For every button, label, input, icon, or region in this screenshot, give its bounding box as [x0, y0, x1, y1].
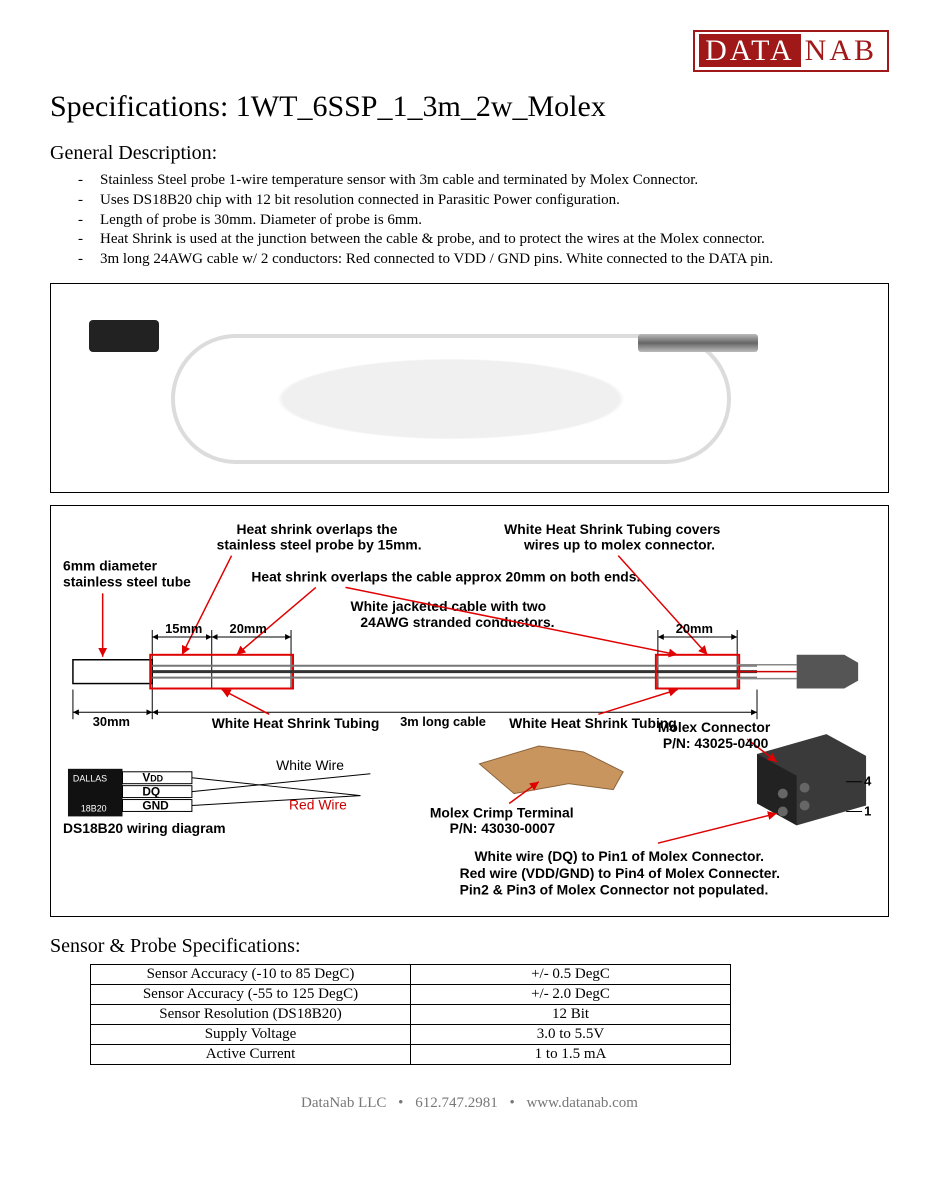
- molex-plug-graphic: [89, 320, 159, 352]
- table-row: Sensor Resolution (DS18B20)12 Bit: [91, 1005, 731, 1025]
- callout-hs-probe: Heat shrink overlaps the stainless steel…: [217, 521, 422, 553]
- product-photo: [50, 283, 889, 493]
- pin-note-2: Red wire (VDD/GND) to Pin4 of Molex Conn…: [460, 865, 780, 881]
- spec-value: +/- 2.0 DegC: [411, 985, 731, 1005]
- pin-note-1: White wire (DQ) to Pin1 of Molex Connect…: [474, 848, 764, 864]
- desc-item: Length of probe is 30mm. Diameter of pro…: [100, 211, 889, 230]
- spec-value: +/- 0.5 DegC: [411, 965, 731, 985]
- spec-name: Sensor Accuracy (-10 to 85 DegC): [91, 965, 411, 985]
- spec-name: Active Current: [91, 1045, 411, 1065]
- crimp-pn: P/N: 43030-0007: [450, 820, 556, 836]
- dim-15: 15mm: [165, 621, 202, 636]
- wiring-diagram: Heat shrink overlaps the stainless steel…: [50, 505, 889, 918]
- desc-item: Uses DS18B20 chip with 12 bit resolution…: [100, 191, 889, 210]
- spec-heading: Sensor & Probe Specifications:: [50, 935, 889, 958]
- spec-value: 12 Bit: [411, 1005, 731, 1025]
- probe-rect: [73, 660, 152, 684]
- pin1-label: 1: [864, 803, 871, 818]
- table-row: Active Current1 to 1.5 mA: [91, 1045, 731, 1065]
- table-row: Sensor Accuracy (-55 to 125 DegC)+/- 2.0…: [91, 985, 731, 1005]
- callout-hs-cable: Heat shrink overlaps the cable approx 20…: [251, 568, 640, 584]
- chip-brand: DALLAS: [73, 773, 107, 783]
- dim-20r: 20mm: [676, 621, 713, 636]
- part-number: 1WT_6SSP_1_3m_2w_Molex: [236, 90, 606, 123]
- cable-length: 3m long cable: [400, 714, 486, 729]
- spec-name: Sensor Resolution (DS18B20): [91, 1005, 411, 1025]
- header-logo-row: DATANAB: [50, 30, 889, 72]
- crimp-terminal-graphic: [479, 746, 623, 794]
- callout-probe-dia: 6mm diameter stainless steel tube: [63, 557, 191, 589]
- diagram-svg: Heat shrink overlaps the stainless steel…: [63, 516, 876, 903]
- page-footer: DataNab LLC • 612.747.2981 • www.datanab…: [50, 1095, 889, 1112]
- footer-sep: •: [509, 1095, 514, 1111]
- chip-part: 18B20: [81, 803, 107, 813]
- footer-company: DataNab LLC: [301, 1095, 386, 1111]
- white-wire-label: White Wire: [276, 757, 344, 773]
- conn-pn: P/N: 43025-0400: [663, 735, 769, 751]
- pin-vdd: VDD: [142, 770, 163, 784]
- spec-name: Supply Voltage: [91, 1025, 411, 1045]
- logo-left: DATA: [699, 34, 801, 67]
- table-row: Sensor Accuracy (-10 to 85 DegC)+/- 0.5 …: [91, 965, 731, 985]
- desc-item: Stainless Steel probe 1-wire temperature…: [100, 171, 889, 190]
- spec-value: 1 to 1.5 mA: [411, 1045, 731, 1065]
- general-description-heading: General Description:: [50, 142, 889, 165]
- connector-side: [797, 655, 858, 689]
- spec-table: Sensor Accuracy (-10 to 85 DegC)+/- 0.5 …: [90, 964, 731, 1065]
- callout-connector-hs: White Heat Shrink Tubing covers wires up…: [504, 521, 724, 553]
- footer-sep: •: [398, 1095, 403, 1111]
- spec-name: Sensor Accuracy (-55 to 125 DegC): [91, 985, 411, 1005]
- hs-label-right: White Heat Shrink Tubing: [509, 715, 677, 731]
- brand-logo: DATANAB: [693, 30, 889, 72]
- general-description-list: Stainless Steel probe 1-wire temperature…: [50, 171, 889, 269]
- hs-label-left: White Heat Shrink Tubing: [212, 715, 380, 731]
- callout-cable-desc: White jacketed cable with two 24AWG stra…: [351, 598, 555, 630]
- red-wire-label: Red Wire: [289, 796, 347, 812]
- cable-coil-graphic: [171, 334, 731, 464]
- table-row: Supply Voltage3.0 to 5.5V: [91, 1025, 731, 1045]
- probe-graphic: [638, 334, 758, 352]
- page-title: Specifications: 1WT_6SSP_1_3m_2w_Molex: [50, 90, 889, 124]
- pin-note-3: Pin2 & Pin3 of Molex Connector not popul…: [460, 881, 769, 897]
- desc-item: Heat Shrink is used at the junction betw…: [100, 230, 889, 249]
- logo-right: NAB: [801, 34, 877, 67]
- footer-site: www.datanab.com: [526, 1095, 638, 1111]
- conn-label: Molex Connector: [658, 719, 771, 735]
- wiring-title: DS18B20 wiring diagram: [63, 820, 226, 836]
- pin4-label: 4: [864, 773, 872, 788]
- desc-item: 3m long 24AWG cable w/ 2 conductors: Red…: [100, 250, 889, 269]
- spec-value: 3.0 to 5.5V: [411, 1025, 731, 1045]
- crimp-label: Molex Crimp Terminal: [430, 804, 574, 820]
- title-prefix: Specifications:: [50, 90, 236, 123]
- dim-20l: 20mm: [230, 621, 267, 636]
- footer-phone: 612.747.2981: [415, 1095, 498, 1111]
- pin-gnd: GND: [142, 798, 169, 812]
- dim-30: 30mm: [93, 714, 130, 729]
- pin-dq: DQ: [142, 784, 160, 798]
